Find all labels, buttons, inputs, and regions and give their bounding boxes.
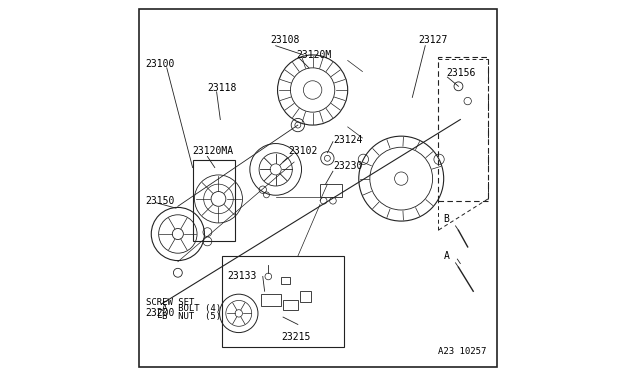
Text: SCREW SET: SCREW SET: [146, 298, 194, 307]
Bar: [320, 184, 342, 197]
Text: B: B: [444, 214, 449, 224]
Text: 23200: 23200: [146, 308, 175, 318]
Text: 23230: 23230: [333, 161, 362, 171]
Text: 23102: 23102: [289, 146, 318, 156]
Text: 23120M: 23120M: [296, 50, 332, 60]
Text: 23150: 23150: [146, 196, 175, 206]
Text: 23108: 23108: [270, 35, 300, 45]
Text: 23133: 23133: [228, 272, 257, 282]
Bar: [300, 291, 311, 302]
Bar: [193, 160, 235, 241]
Text: 23215: 23215: [281, 332, 310, 342]
Text: 23156: 23156: [446, 68, 476, 78]
Text: 23124: 23124: [333, 135, 362, 145]
Bar: [438, 57, 488, 201]
Text: 23127: 23127: [418, 35, 447, 45]
Text: 23100: 23100: [146, 59, 175, 69]
Text: B  NUT  (5): B NUT (5): [162, 312, 221, 321]
Bar: [281, 277, 291, 284]
Bar: [222, 256, 344, 347]
Bar: [283, 301, 298, 310]
Text: 23120MA: 23120MA: [193, 146, 234, 156]
Bar: [261, 294, 281, 306]
Text: A: A: [444, 251, 449, 261]
Text: A  BOLT (4): A BOLT (4): [162, 304, 221, 313]
Text: A23 10257: A23 10257: [438, 347, 486, 356]
Text: 23118: 23118: [207, 83, 237, 93]
